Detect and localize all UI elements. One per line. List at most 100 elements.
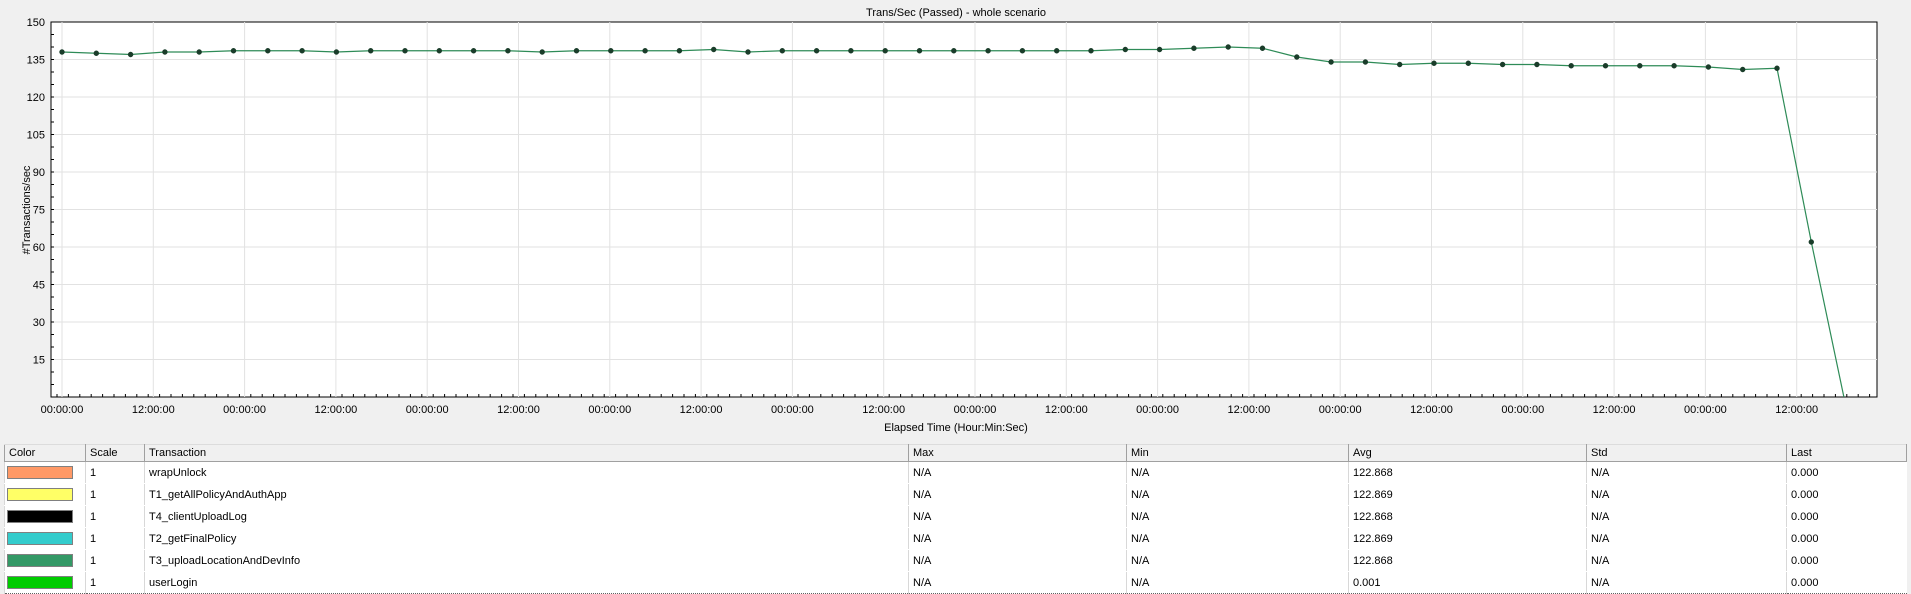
data-point	[230, 48, 237, 54]
data-point	[985, 48, 991, 54]
legend-cell-last: 0.000	[1786, 549, 1907, 572]
data-point	[265, 48, 271, 54]
x-tick-label: 00:00:00	[1319, 404, 1362, 416]
y-tick-label: 75	[33, 205, 45, 217]
legend-cell-min: N/A	[1126, 505, 1349, 528]
legend-color-cell[interactable]	[4, 505, 86, 528]
data-point	[333, 49, 340, 55]
x-tick-label: 12:00:00	[680, 404, 723, 416]
x-tick-label: 00:00:00	[1501, 404, 1544, 416]
legend-cell-std: N/A	[1586, 505, 1787, 528]
y-tick-label: 15	[33, 355, 45, 367]
legend-cell-transaction: wrapUnlock	[144, 461, 909, 484]
x-tick-label: 00:00:00	[41, 404, 84, 416]
data-point	[1740, 66, 1746, 73]
data-point	[916, 48, 923, 54]
x-tick-label: 12:00:00	[1593, 404, 1636, 416]
legend-panel: Color Scale Transaction Max Min Avg Std …	[0, 442, 1911, 594]
x-tick-label: 12:00:00	[1775, 404, 1818, 416]
legend-color-cell[interactable]	[4, 461, 86, 484]
legend-cell-scale: 1	[85, 549, 145, 572]
data-point	[1602, 63, 1609, 69]
header-color[interactable]: Color	[4, 444, 86, 462]
x-tick-label: 00:00:00	[1136, 404, 1179, 416]
legend-cell-max: N/A	[908, 483, 1127, 506]
y-tick-label: 105	[27, 130, 45, 142]
legend-color-cell[interactable]	[4, 549, 86, 572]
x-tick-label: 00:00:00	[771, 404, 814, 416]
color-swatch[interactable]	[7, 466, 73, 479]
data-point	[1088, 48, 1094, 54]
data-point	[1156, 46, 1163, 53]
y-tick-label: 30	[33, 317, 45, 329]
legend-row[interactable]: 1 T1_getAllPolicyAndAuthApp N/A N/A 122.869 N…	[4, 483, 1907, 506]
data-point	[779, 48, 785, 54]
y-tick-label: 60	[33, 242, 45, 254]
data-point	[1534, 61, 1540, 68]
x-axis-label: Elapsed Time (Hour:Min:Sec)	[884, 422, 1028, 434]
legend-row[interactable]: 1 wrapUnlock N/A N/A 122.868 N/A 0.000	[4, 461, 1907, 484]
color-swatch[interactable]	[7, 554, 73, 567]
data-point	[1362, 59, 1369, 65]
data-point	[402, 48, 408, 54]
y-tick-label: 90	[33, 167, 45, 179]
header-transaction[interactable]: Transaction	[144, 444, 909, 462]
y-tick-label: 45	[33, 280, 45, 292]
color-swatch[interactable]	[7, 576, 73, 589]
data-point	[1328, 59, 1334, 65]
header-max[interactable]: Max	[908, 444, 1127, 462]
legend-cell-last: 0.000	[1786, 461, 1907, 484]
legend-color-cell[interactable]	[4, 527, 86, 550]
data-point	[127, 51, 134, 58]
x-tick-label: 12:00:00	[1410, 404, 1453, 416]
legend-cell-max: N/A	[908, 549, 1127, 572]
data-point	[196, 49, 202, 55]
data-point	[951, 48, 957, 54]
data-point	[642, 48, 648, 54]
data-point	[1122, 46, 1129, 53]
data-point	[848, 48, 854, 54]
legend-cell-transaction: T3_uploadLocationAndDevInfo	[144, 549, 909, 572]
color-swatch[interactable]	[7, 532, 73, 545]
legend-cell-avg: 122.869	[1348, 483, 1587, 506]
y-tick-label: 135	[27, 55, 45, 67]
legend-row[interactable]: 1 T2_getFinalPolicy N/A N/A 122.869 N/A 0.000	[4, 527, 1907, 550]
legend-row[interactable]: 1 T3_uploadLocationAndDevInfo N/A N/A 122.86…	[4, 549, 1907, 572]
data-point	[1808, 239, 1815, 245]
data-point	[1054, 48, 1060, 54]
legend-row[interactable]: 1 T4_clientUploadLog N/A N/A 122.868 N/A 0.000	[4, 505, 1907, 528]
x-tick-label: 00:00:00	[223, 404, 266, 416]
legend-cell-std: N/A	[1586, 549, 1787, 572]
legend-color-cell[interactable]	[4, 483, 86, 506]
color-swatch[interactable]	[7, 510, 73, 523]
color-swatch[interactable]	[7, 488, 73, 501]
legend-cell-std: N/A	[1586, 527, 1787, 550]
legend-cell-avg: 122.868	[1348, 505, 1587, 528]
header-min[interactable]: Min	[1126, 444, 1349, 462]
legend-cell-min: N/A	[1126, 461, 1349, 484]
data-point	[436, 48, 442, 54]
data-point	[1191, 45, 1197, 51]
header-scale[interactable]: Scale	[85, 444, 145, 462]
legend-cell-last: 0.000	[1786, 505, 1907, 528]
x-tick-label: 00:00:00	[588, 404, 631, 416]
chart-panel: 15 30 45 60 75 90 105 120 135 150 00:00:00 12:00:00…	[21, 7, 1878, 434]
legend-cell-avg: 122.868	[1348, 461, 1587, 484]
data-point	[813, 48, 820, 54]
data-point	[93, 50, 100, 56]
legend-cell-scale: 1	[85, 505, 145, 528]
data-point	[1705, 64, 1712, 70]
data-point	[470, 48, 477, 54]
legend-cell-transaction: T4_clientUploadLog	[144, 505, 909, 528]
legend-cell-scale: 1	[85, 527, 145, 550]
header-avg[interactable]: Avg	[1348, 444, 1587, 462]
data-point	[1225, 44, 1231, 50]
header-std[interactable]: Std	[1586, 444, 1787, 462]
data-point	[299, 48, 305, 54]
data-point	[1431, 60, 1437, 66]
header-last[interactable]: Last	[1786, 444, 1907, 462]
x-tick-label: 00:00:00	[1684, 404, 1727, 416]
data-point	[1465, 60, 1472, 66]
trans-per-sec-chart: 15 30 45 60 75 90 105 120 135 150 00:00:00 12:00:00…	[21, 7, 1878, 434]
data-point	[1671, 63, 1677, 69]
